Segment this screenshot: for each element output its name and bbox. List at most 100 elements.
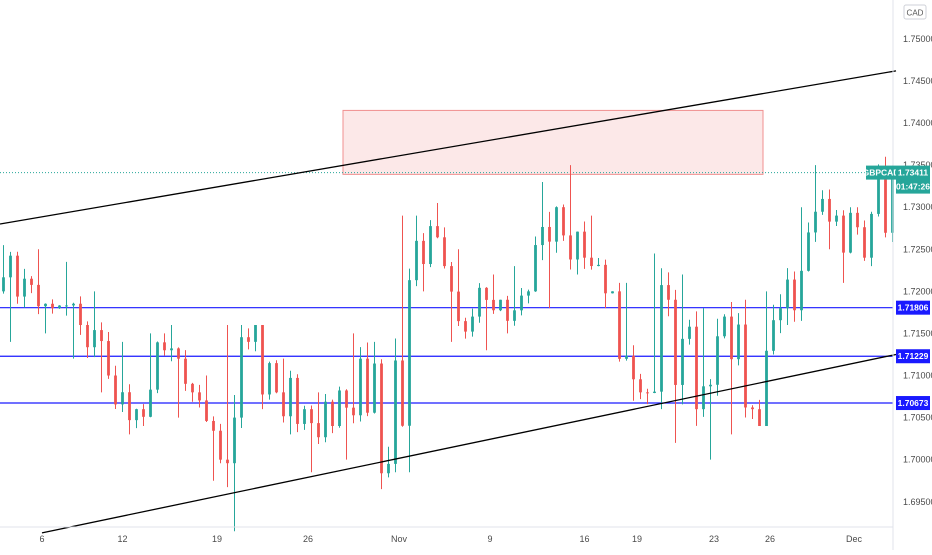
currency-label: CAD [907, 9, 924, 18]
candle-body [758, 409, 761, 427]
candle-body [856, 212, 859, 228]
candle-body [191, 383, 194, 393]
symbol-tag-label: GBPCAD [863, 168, 900, 178]
candle-body [268, 363, 271, 395]
time-axis-tick-label: Nov [391, 534, 408, 544]
candle-body [506, 299, 509, 321]
candle-body [282, 392, 285, 417]
symbol-tag [866, 165, 896, 180]
candle-body [296, 377, 299, 424]
time-axis-tick-label: 6 [39, 534, 44, 544]
candle-body [331, 401, 334, 427]
candle-body [667, 285, 670, 300]
candle-body [674, 299, 677, 385]
time-axis-tick-label: 16 [579, 534, 589, 544]
candle-body [688, 326, 691, 339]
candle-body [65, 305, 68, 307]
candle-body [219, 430, 222, 460]
candle-body [44, 303, 47, 307]
candle-body [611, 291, 614, 294]
level-price-tag [896, 300, 930, 315]
candle-body [828, 198, 831, 222]
candle-body [212, 420, 215, 431]
candle-body [877, 175, 880, 214]
candle-body [373, 363, 376, 413]
candle-body [583, 231, 586, 258]
level-price-tag-label: 1.70673 [898, 398, 929, 408]
candle-body [576, 231, 579, 260]
candle-body [464, 321, 467, 332]
candle-body [555, 207, 558, 242]
candle-body [366, 358, 369, 413]
time-axis-tick-label: Dec [846, 534, 863, 544]
candle-body [793, 279, 796, 311]
candle-body [394, 360, 397, 464]
candle-body [632, 355, 635, 380]
candle-body [198, 392, 201, 401]
level-price-tag-label: 1.71806 [898, 303, 929, 313]
candle-body [205, 400, 208, 421]
candle-body [548, 226, 551, 242]
channel-lower-line[interactable] [41, 353, 897, 534]
candle-body [842, 215, 845, 253]
countdown-label: 01:47:26 [896, 182, 930, 192]
candle-body [709, 384, 712, 387]
candle-body [415, 240, 418, 281]
candle-body [254, 325, 257, 342]
candle-body [345, 390, 348, 408]
candle-body [765, 350, 768, 427]
candle-body [79, 303, 82, 326]
candle-body [275, 363, 278, 393]
candle-body [772, 320, 775, 351]
candle-body [107, 341, 110, 376]
candle-body [100, 330, 103, 342]
candle-body [303, 409, 306, 424]
candle-body [30, 278, 33, 285]
price-axis-tick-label: 1.73500 [903, 160, 932, 170]
candle-body [590, 257, 593, 267]
candle-body [744, 324, 747, 408]
candle-body [821, 198, 824, 212]
candle-body [471, 316, 474, 332]
candle-body [86, 325, 89, 348]
level-price-tag [896, 396, 930, 411]
currency-button[interactable]: CAD [903, 4, 927, 20]
candle-body [401, 360, 404, 426]
candle-body [751, 407, 754, 410]
candle-body [240, 337, 243, 418]
candle-body [58, 305, 61, 309]
price-axis-tick-label: 1.73000 [903, 202, 932, 212]
candle-body [870, 213, 873, 258]
candle-body [527, 291, 530, 296]
candle-body [800, 270, 803, 311]
candle-body [51, 303, 54, 309]
candle-body [723, 316, 726, 337]
candle-body [604, 264, 607, 294]
candle-body [618, 291, 621, 359]
candle-body [436, 226, 439, 238]
candle-body [37, 284, 40, 307]
candle-body [695, 326, 698, 410]
candle-body [72, 303, 75, 306]
candle-body [177, 348, 180, 359]
price-axis-tick-label: 1.72500 [903, 244, 932, 254]
candle-body [9, 255, 12, 278]
candle-body [135, 409, 138, 421]
time-axis[interactable]: 6 12 19 26 Nov 9 16 19 23 26 Dec [39, 534, 862, 544]
candle-body [450, 266, 453, 292]
candle-body [457, 291, 460, 322]
candle-body [261, 325, 264, 395]
price-axis-tick-label: 1.71000 [903, 371, 932, 381]
current-price-tag [896, 165, 930, 194]
candle-body [478, 287, 481, 317]
candle-body [779, 308, 782, 321]
candle-body [387, 463, 390, 474]
channel-upper-line[interactable] [0, 70, 897, 225]
price-axis-tick-label: 1.74500 [903, 76, 932, 86]
candle-body [814, 211, 817, 233]
resistance-zone[interactable] [342, 109, 764, 175]
current-price-label: 1.73411 [898, 168, 929, 178]
price-axis[interactable]: 1.69500 1.70000 1.70500 1.71000 1.71500 1.720… [903, 34, 932, 507]
